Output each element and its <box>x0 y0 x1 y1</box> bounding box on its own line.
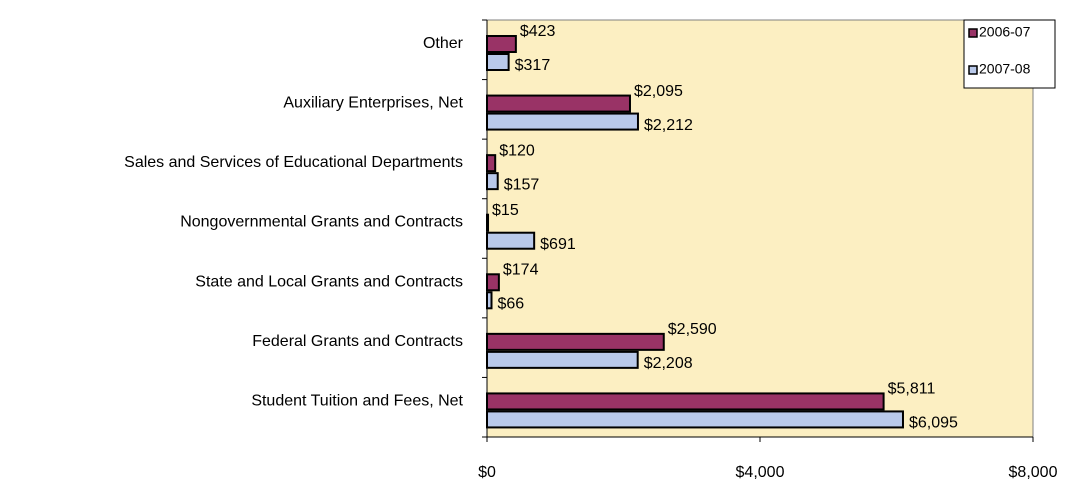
data-label: $6,095 <box>909 415 958 432</box>
bar <box>486 53 510 71</box>
y-tick-label: Auxiliary Enterprises, Net <box>283 95 463 112</box>
data-label: $15 <box>492 202 519 219</box>
plot-area <box>486 19 1034 438</box>
y-tick-label: Federal Grants and Contracts <box>252 333 463 350</box>
y-tick-label: State and Local Grants and Contracts <box>195 273 463 290</box>
y-tick-label: Sales and Services of Educational Depart… <box>124 154 463 171</box>
bar <box>486 35 517 53</box>
bar <box>486 392 885 411</box>
bar <box>486 154 497 173</box>
data-label: $423 <box>520 23 556 40</box>
x-tick-label: $4,000 <box>736 464 785 481</box>
data-label: $120 <box>499 142 535 159</box>
data-label: $174 <box>503 262 539 279</box>
legend-swatch <box>968 28 978 38</box>
data-label: $317 <box>515 57 551 74</box>
legend-swatch <box>968 65 978 75</box>
y-tick-label: Nongovernmental Grants and Contracts <box>180 214 463 231</box>
bar <box>486 273 500 292</box>
bar <box>486 213 490 232</box>
data-label: $691 <box>540 236 576 253</box>
bar <box>486 112 639 131</box>
data-label: $5,811 <box>888 381 936 398</box>
legend: 2006-07 2007-08 <box>963 19 1056 89</box>
data-label: $2,095 <box>634 83 683 100</box>
bar <box>486 291 493 310</box>
legend-label: 2007-08 <box>979 61 1031 77</box>
bar <box>486 410 904 429</box>
bar <box>486 231 536 250</box>
bar <box>486 332 665 351</box>
data-label: $66 <box>498 296 525 313</box>
data-label: $2,208 <box>644 355 693 372</box>
x-tick-label: $8,000 <box>1009 464 1058 481</box>
data-label: $2,590 <box>668 321 717 338</box>
bar <box>486 350 639 369</box>
y-tick-label: Other <box>423 35 464 52</box>
data-label: $2,212 <box>644 117 693 134</box>
data-label: $157 <box>504 176 540 193</box>
legend-label: 2006-07 <box>979 24 1031 40</box>
bar <box>486 172 499 191</box>
x-tick-label: $0 <box>478 464 496 481</box>
bar <box>486 94 631 113</box>
legend-box <box>963 19 1056 89</box>
y-tick-label: Student Tuition and Fees, Net <box>251 392 463 409</box>
